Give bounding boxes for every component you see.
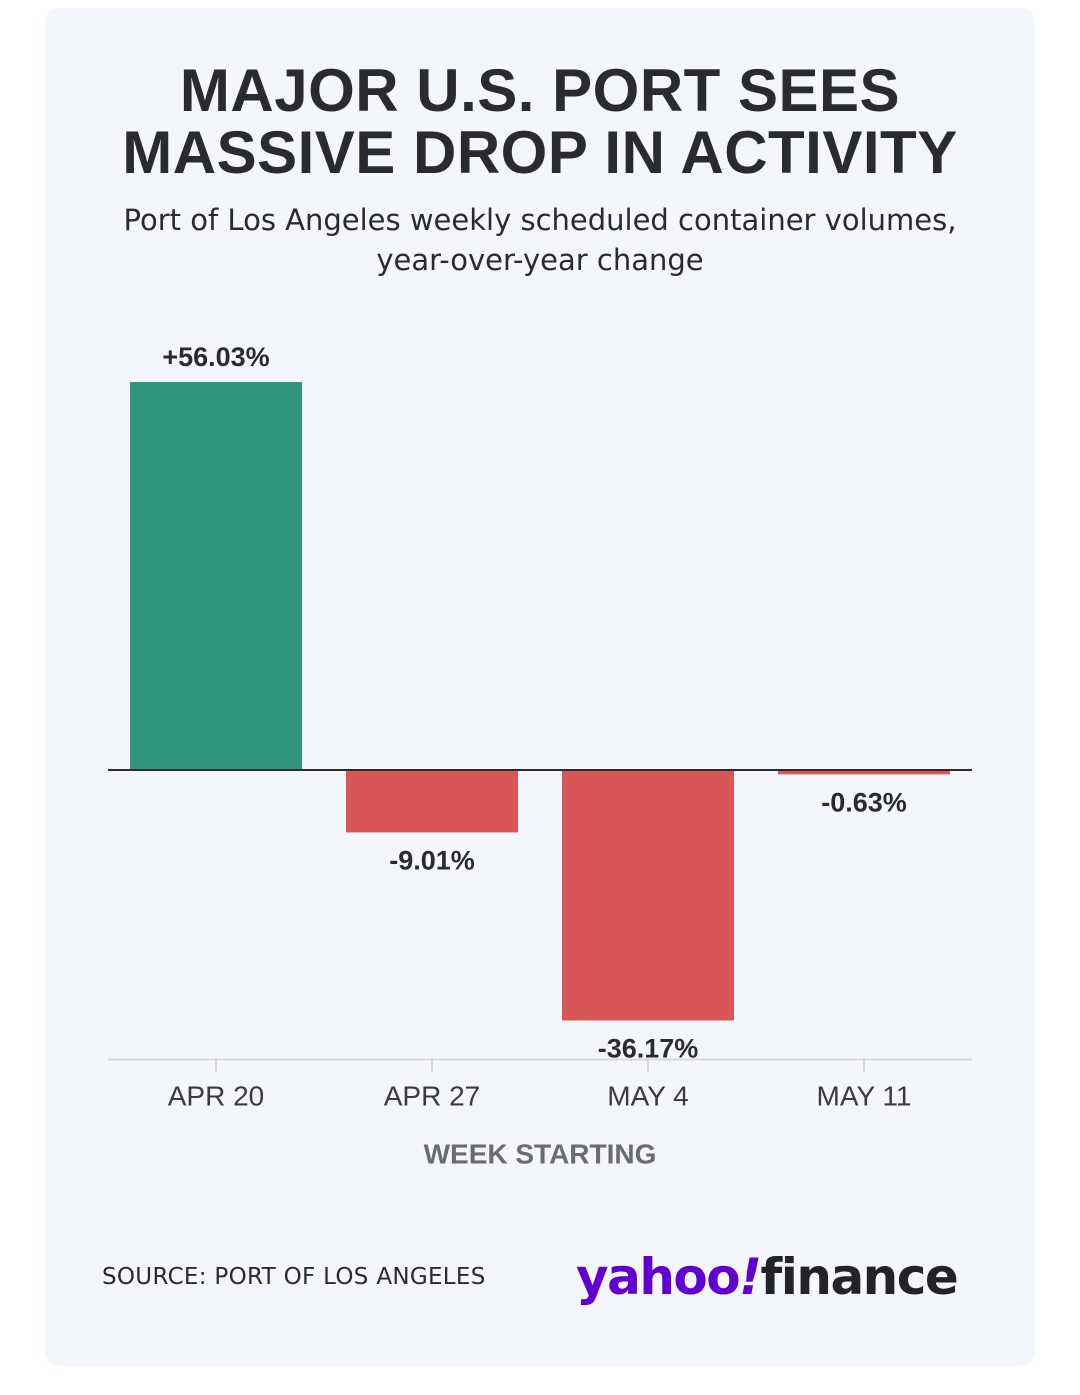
source-note: SOURCE: PORT OF LOS ANGELES (102, 1264, 486, 1290)
bar-may-4 (562, 770, 734, 1020)
value-label: +56.03% (162, 342, 269, 372)
bar-chart: +56.03% -9.01% -36.17% -0.63% APR 20 APR 27 M… (0, 0, 1080, 1230)
value-label: -9.01% (389, 845, 475, 875)
x-tick-label: MAY 4 (607, 1080, 688, 1111)
bars-group (130, 382, 950, 1020)
x-ticks-group (216, 1059, 864, 1072)
x-tick-label: MAY 11 (817, 1080, 912, 1111)
logo-finance-text: finance (760, 1248, 957, 1306)
logo-exclamation-mark: ! (739, 1248, 760, 1306)
value-label: -0.63% (821, 787, 907, 817)
x-tick-label: APR 27 (384, 1080, 481, 1111)
logo-yahoo-text: yahoo (576, 1248, 739, 1306)
bar-apr-20 (130, 382, 302, 770)
yahoo-finance-logo: yahoo!finance (576, 1242, 957, 1312)
x-tick-label: APR 20 (168, 1080, 265, 1111)
x-axis-label: WEEK STARTING (424, 1138, 657, 1169)
bar-apr-27 (346, 770, 518, 832)
x-tick-labels-group: APR 20 APR 27 MAY 4 MAY 11 (168, 1080, 912, 1111)
value-label: -36.17% (598, 1033, 699, 1063)
